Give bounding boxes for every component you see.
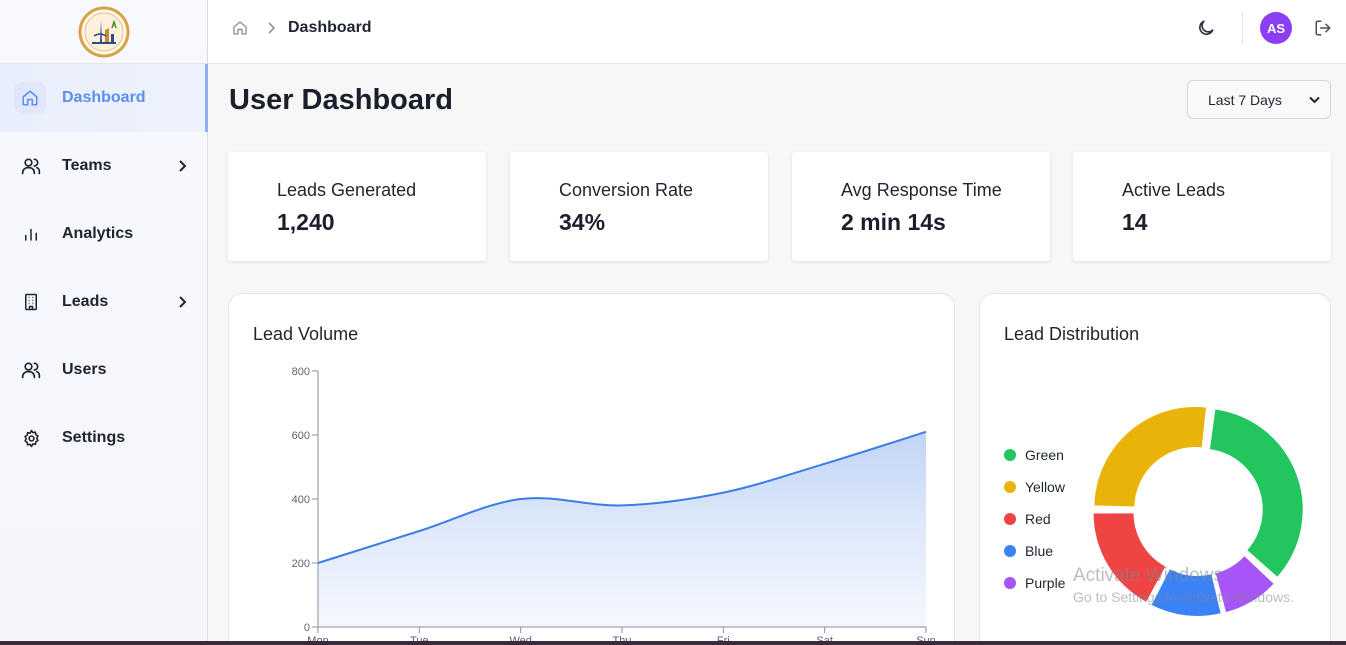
area-fill [318,431,926,627]
x-tick-label: Thu [613,635,632,645]
date-range-select[interactable]: Last 7 Days [1187,80,1331,119]
stat-label: Active Leads [1122,180,1226,200]
os-taskbar [0,641,1346,645]
y-tick-label: 400 [292,494,310,506]
legend-swatch [1004,449,1016,461]
legend-label: Blue [1025,543,1054,559]
chevron-right-icon [264,20,278,36]
building-icon [20,291,42,313]
legend-item-red[interactable]: Red [1004,503,1065,535]
stat-value: 14 [1122,209,1148,235]
stat-card-leads-generated: Leads Generated 1,240 [228,152,486,261]
legend-swatch [1004,545,1016,557]
sidebar-item-label: Dashboard [62,89,146,106]
logout-icon[interactable] [1312,17,1334,39]
legend-swatch [1004,577,1016,589]
stat-card-conversion-rate: Conversion Rate 34% [510,152,768,261]
legend-item-green[interactable]: Green [1004,439,1065,471]
stat-card-active-leads: Active Leads 14 [1073,152,1331,261]
stat-label: Conversion Rate [559,180,694,200]
stat-value: 1,240 [277,209,335,235]
legend-label: Green [1025,447,1064,463]
chevron-right-icon [175,159,189,173]
y-tick-label: 0 [304,622,310,634]
users-icon [20,155,42,177]
y-tick-label: 600 [292,430,310,442]
lead-distribution-chart [1093,406,1303,616]
sidebar-item-label: Users [62,361,107,378]
legend-label: Yellow [1025,479,1065,495]
breadcrumb-current: Dashboard [288,19,372,36]
sidebar-item-label: Teams [62,157,112,174]
panel-title: Lead Distribution [1004,324,1140,344]
legend-item-purple[interactable]: Purple [1004,567,1065,599]
top-header: Dashboard AS [208,0,1346,64]
logo-area [0,0,207,64]
sidebar-item-settings[interactable]: Settings [0,404,207,472]
sidebar-item-label: Leads [62,293,109,310]
page-title: User Dashboard [229,84,454,116]
lead-distribution-panel: Lead Distribution Green Yellow Red Blue Purp… [979,293,1331,645]
x-tick-label: Mon [307,635,328,645]
chevron-down-icon [1308,94,1320,106]
stat-card-avg-response-time: Avg Response Time 2 min 14s [792,152,1050,261]
lead-volume-panel: Lead Volume 0 200 400 600 800 Mon Tue Wed Thu Fri… [228,293,955,645]
sidebar-item-analytics[interactable]: Analytics [0,200,207,268]
legend-item-blue[interactable]: Blue [1004,535,1065,567]
bar-chart-icon [20,223,42,245]
sidebar: Dashboard Teams Analytics Leads [0,0,208,645]
sidebar-item-label: Settings [62,429,126,446]
date-range-value: Last 7 Days [1208,91,1282,108]
stat-value: 2 min 14s [841,209,946,235]
donut-slice-blue[interactable] [1151,569,1221,616]
stat-value: 34% [559,209,606,235]
chevron-right-icon [175,295,189,309]
user-avatar[interactable]: AS [1260,12,1292,44]
moon-icon[interactable] [1194,16,1218,40]
x-tick-label: Sun [916,635,936,645]
legend-swatch [1004,481,1016,493]
city-emblem-logo[interactable] [78,6,130,58]
x-tick-label: Wed [509,635,531,645]
lead-volume-chart: 0 200 400 600 800 Mon Tue Wed Thu Fri Sat Sun [292,366,936,645]
x-tick-label: Tue [410,635,429,645]
breadcrumb-home-icon[interactable] [230,18,250,38]
stat-label: Avg Response Time [841,180,1002,200]
header-divider [1242,12,1243,44]
x-tick-label: Sat [816,635,833,645]
home-icon [14,82,46,114]
donut-slice-yellow[interactable] [1094,406,1206,507]
series-line [317,430,927,564]
legend-swatch [1004,513,1016,525]
users-icon [20,359,42,381]
donut-slice-purple[interactable] [1215,556,1274,613]
y-tick-label: 800 [292,366,310,378]
sidebar-item-label: Analytics [62,225,134,242]
panel-title: Lead Volume [253,324,359,344]
sidebar-item-leads[interactable]: Leads [0,268,207,336]
sidebar-nav: Dashboard Teams Analytics Leads [0,64,208,472]
donut-slice-red[interactable] [1093,513,1166,602]
sidebar-item-teams[interactable]: Teams [0,132,207,200]
donut-slice-green[interactable] [1209,409,1303,577]
gear-icon [20,427,42,449]
legend-label: Purple [1025,575,1066,591]
sidebar-item-users[interactable]: Users [0,336,207,404]
x-tick-label: Fri [717,635,730,645]
y-tick-label: 200 [292,558,310,570]
stat-label: Leads Generated [277,180,417,200]
chart-legend: Green Yellow Red Blue Purple [1004,439,1065,599]
legend-item-yellow[interactable]: Yellow [1004,471,1065,503]
sidebar-item-dashboard[interactable]: Dashboard [0,64,208,132]
legend-label: Red [1025,511,1051,527]
